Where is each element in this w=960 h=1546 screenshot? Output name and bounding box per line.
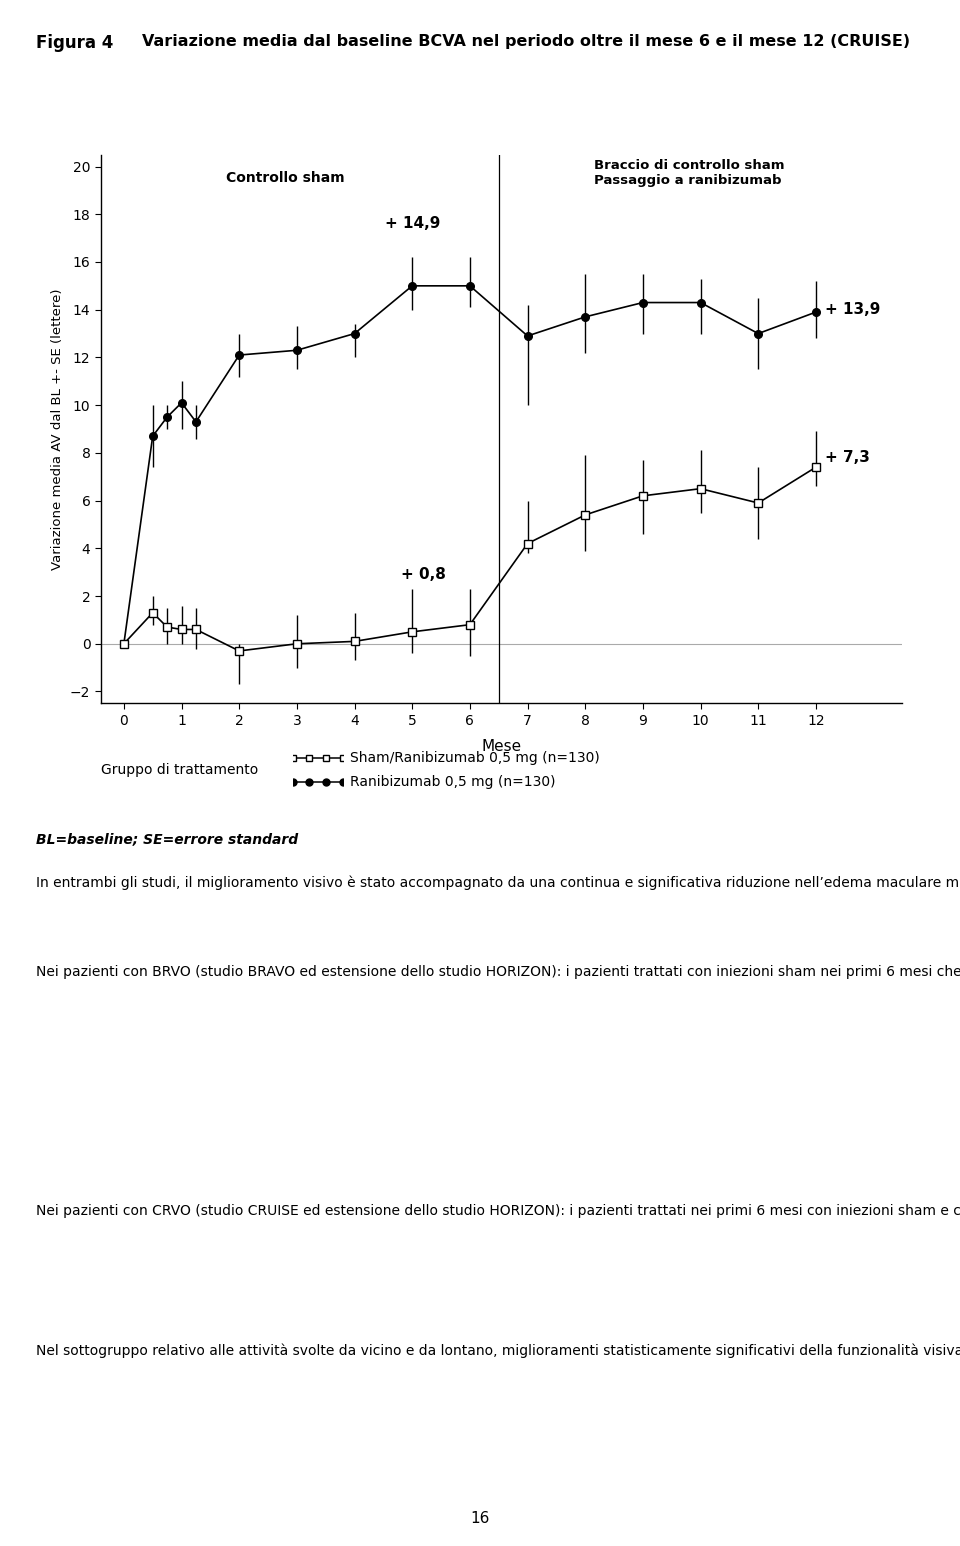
Text: Sham/Ranibizumab 0,5 mg (n=130): Sham/Ranibizumab 0,5 mg (n=130) — [350, 750, 600, 765]
Text: In entrambi gli studi, il miglioramento visivo è stato accompagnato da una conti: In entrambi gli studi, il miglioramento … — [36, 875, 960, 889]
Text: + 0,8: + 0,8 — [401, 567, 446, 581]
Text: + 13,9: + 13,9 — [825, 301, 880, 317]
Text: Braccio di controllo sham
Passaggio a ranibizumab: Braccio di controllo sham Passaggio a ra… — [594, 159, 784, 187]
Text: 16: 16 — [470, 1510, 490, 1526]
Text: Ranibizumab 0,5 mg (n=130): Ranibizumab 0,5 mg (n=130) — [350, 775, 556, 790]
Text: Nel sottogruppo relativo alle attività svolte da vicino e da lontano, migliorame: Nel sottogruppo relativo alle attività s… — [36, 1343, 960, 1357]
Text: Controllo sham: Controllo sham — [226, 172, 345, 186]
Text: Nei pazienti con CRVO (studio CRUISE ed estensione dello studio HORIZON): i pazi: Nei pazienti con CRVO (studio CRUISE ed … — [36, 1204, 960, 1218]
Text: + 14,9: + 14,9 — [385, 216, 440, 230]
Text: + 7,3: + 7,3 — [825, 450, 870, 465]
Text: Figura 4: Figura 4 — [36, 34, 114, 53]
Text: Nei pazienti con BRVO (studio BRAVO ed estensione dello studio HORIZON): i pazie: Nei pazienti con BRVO (studio BRAVO ed e… — [36, 965, 960, 979]
Text: Variazione media dal baseline BCVA nel periodo oltre il mese 6 e il mese 12 (CRU: Variazione media dal baseline BCVA nel p… — [142, 34, 910, 49]
Y-axis label: Variazione media AV dal BL +- SE (lettere): Variazione media AV dal BL +- SE (letter… — [52, 288, 64, 570]
Text: Gruppo di trattamento: Gruppo di trattamento — [101, 762, 258, 778]
X-axis label: Mese: Mese — [482, 739, 521, 754]
Text: BL=baseline; SE=errore standard: BL=baseline; SE=errore standard — [36, 832, 299, 846]
